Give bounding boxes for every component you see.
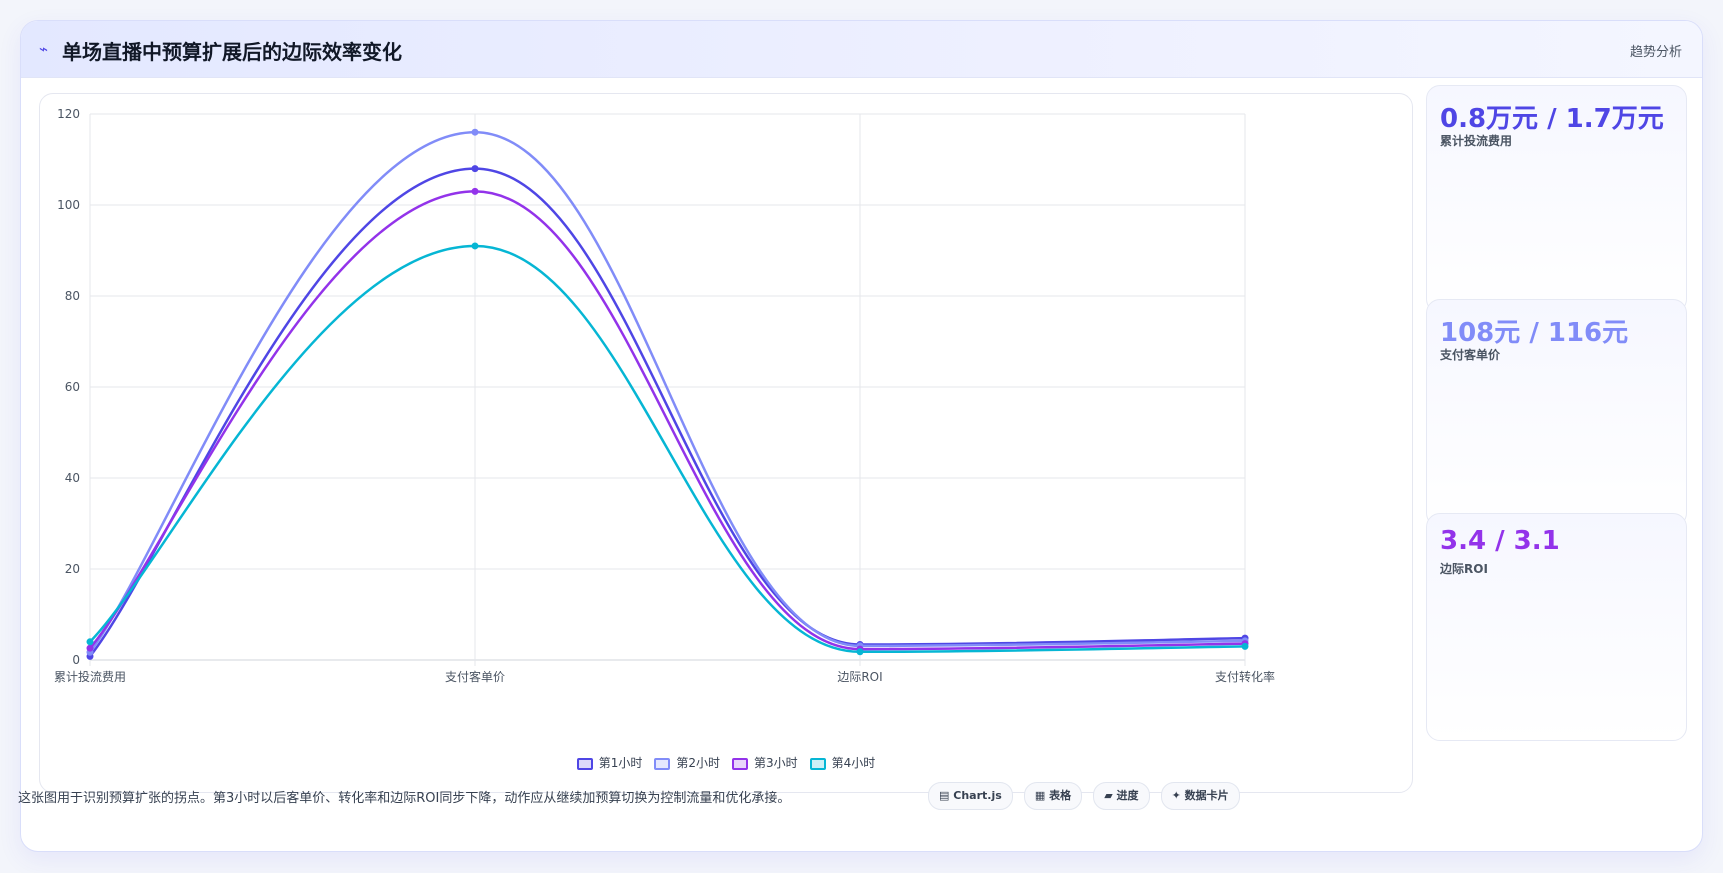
legend-item[interactable]: 第2小时 bbox=[654, 754, 720, 771]
legend-swatch bbox=[654, 758, 671, 770]
data-point bbox=[471, 128, 479, 136]
y-tick-label: 0 bbox=[72, 653, 80, 667]
legend-label: 第4小时 bbox=[831, 756, 876, 770]
x-tick-label: 支付客单价 bbox=[445, 669, 505, 684]
chart-panel: ⌁ 单场直播中预算扩展后的边际效率变化 趋势分析 0 20 40 60 80 100 120… bbox=[20, 20, 1703, 852]
metric-card-roi: 3.4 / 3.1 边际ROI bbox=[1426, 513, 1687, 741]
y-tick-label: 60 bbox=[65, 380, 80, 394]
progress-icon: ▰ bbox=[1104, 789, 1113, 802]
metric-card-price: 108元 / 116元 支付客单价 bbox=[1426, 299, 1687, 527]
y-tick-label: 80 bbox=[65, 289, 80, 303]
chart-description: 这张图用于识别预算扩张的拐点。第3小时以后客单价、转化率和边际ROI同步下降，动… bbox=[18, 791, 791, 806]
progress-chip[interactable]: ▰ 进度 bbox=[1093, 782, 1150, 810]
x-tick-label: 边际ROI bbox=[837, 670, 882, 684]
tool-chips: ▤ Chart.js ▦ 表格 ▰ 进度 ✦ 数据卡片 bbox=[928, 782, 1246, 810]
series-line bbox=[88, 130, 1246, 654]
chip-label: Chart.js bbox=[953, 789, 1002, 802]
legend-swatch bbox=[576, 758, 593, 770]
chip-label: 表格 bbox=[1049, 789, 1072, 802]
legend-item[interactable]: 第4小时 bbox=[809, 754, 876, 771]
series-line bbox=[89, 190, 1246, 651]
analysis-tag: 趋势分析 bbox=[1629, 45, 1682, 60]
chip-label: 进度 bbox=[1116, 789, 1139, 802]
data-point bbox=[86, 644, 94, 652]
data-point bbox=[471, 165, 479, 173]
metric-value: 0.8万元 / 1.7万元 bbox=[1440, 104, 1664, 134]
legend-label: 第1小时 bbox=[598, 756, 643, 770]
metric-card-spend: 0.8万元 / 1.7万元 累计投流费用 bbox=[1426, 85, 1687, 313]
y-tick-label: 40 bbox=[65, 471, 80, 485]
panel-title: 单场直播中预算扩展后的边际效率变化 bbox=[62, 40, 402, 64]
series-line bbox=[89, 244, 1246, 654]
legend-swatch bbox=[732, 758, 748, 770]
metric-value: 108元 / 116元 bbox=[1440, 318, 1629, 348]
legend-item[interactable]: 第1小时 bbox=[576, 754, 643, 771]
series-line bbox=[89, 167, 1246, 658]
lightning-icon: ⌁ bbox=[39, 40, 49, 58]
x-tick-label: 支付转化率 bbox=[1215, 669, 1275, 684]
metric-label: 支付客单价 bbox=[1440, 348, 1501, 362]
metric-label: 累计投流费用 bbox=[1440, 134, 1513, 148]
legend-item[interactable]: 第3小时 bbox=[732, 754, 798, 771]
legend-label: 第3小时 bbox=[754, 756, 798, 770]
metric-label: 边际ROI bbox=[1440, 562, 1488, 576]
line-chart-card: 0 20 40 60 80 100 120 累计投流费用 支付客单价 边际ROI 支付转化率 第1小… bbox=[39, 93, 1413, 793]
y-tick-label: 120 bbox=[57, 107, 80, 121]
data-point bbox=[86, 638, 94, 646]
table-chip[interactable]: ▦ 表格 bbox=[1023, 782, 1083, 810]
chart-legend: 第1小时 第2小时 第3小时 第4小时 bbox=[40, 754, 1412, 771]
metric-value: 3.4 / 3.1 bbox=[1440, 526, 1560, 556]
legend-swatch bbox=[809, 758, 826, 770]
y-tick-label: 20 bbox=[65, 562, 80, 576]
sparkle-icon: ✦ bbox=[1171, 789, 1181, 802]
data-point bbox=[1241, 642, 1249, 650]
x-tick-label: 累计投流费用 bbox=[54, 669, 126, 684]
panel-header: ⌁ 单场直播中预算扩展后的边际效率变化 趋势分析 bbox=[21, 21, 1702, 78]
legend-label: 第2小时 bbox=[676, 756, 720, 770]
data-card-chip[interactable]: ✦ 数据卡片 bbox=[1160, 782, 1240, 810]
data-point bbox=[471, 187, 479, 195]
chartjs-chip[interactable]: ▤ Chart.js bbox=[928, 782, 1013, 810]
table-icon: ▦ bbox=[1034, 789, 1046, 802]
data-point bbox=[471, 242, 479, 250]
line-chart: 0 20 40 60 80 100 120 累计投流费用 支付客单价 边际ROI 支付转化率 bbox=[54, 107, 1275, 684]
chart-icon: ▤ bbox=[939, 789, 950, 802]
data-point bbox=[856, 648, 864, 656]
chip-label: 数据卡片 bbox=[1184, 789, 1229, 802]
y-tick-label: 100 bbox=[57, 198, 80, 212]
